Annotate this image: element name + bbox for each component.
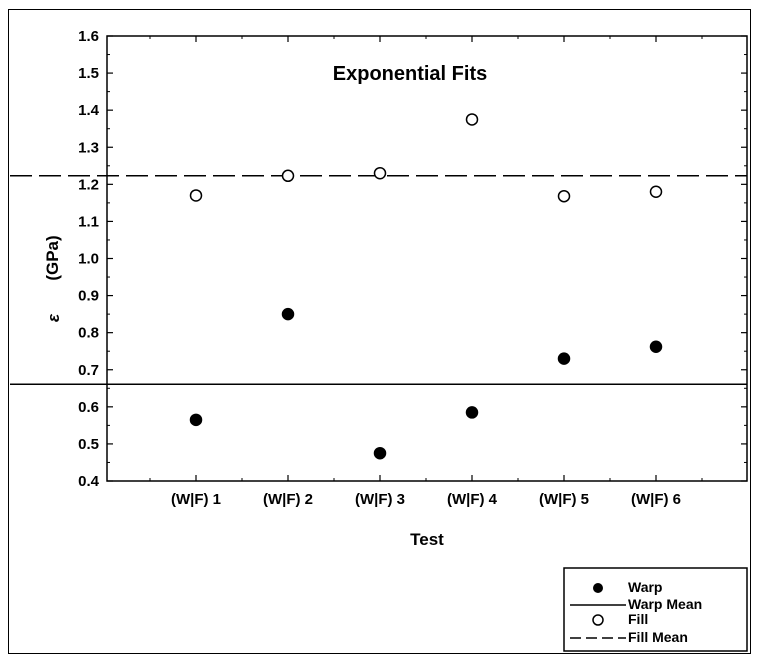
fill-point xyxy=(189,189,203,202)
y-tick-label: 1.4 xyxy=(78,102,100,119)
plot-area xyxy=(106,35,748,482)
warp-point xyxy=(373,446,387,460)
x-tick-label: (W|F) 3 xyxy=(355,491,405,508)
y-tick-label: 1.2 xyxy=(78,176,99,193)
legend-label-fill: Fill xyxy=(628,611,648,627)
chart-title: Exponential Fits xyxy=(333,63,487,85)
y-axis-unit: (GPa) xyxy=(43,235,62,280)
legend-marker-warp xyxy=(593,583,603,593)
axis-ticks: 0.4 0.5 0.6 0.7 0.8 0.9 1.0 1.1 1.2 1.3 1.4 1.5 1.6 (… xyxy=(78,28,747,508)
fill-point xyxy=(281,169,295,183)
x-tick-label: (W|F) 4 xyxy=(447,491,498,508)
y-tick-label: 0.9 xyxy=(78,288,99,305)
legend-label-warp-mean: Warp Mean xyxy=(628,596,702,612)
warp-point xyxy=(649,340,663,354)
fill-point xyxy=(373,166,387,180)
y-tick-label: 0.5 xyxy=(78,436,99,453)
y-tick-label: 1.0 xyxy=(78,251,99,268)
y-tick-label: 1.6 xyxy=(78,28,99,45)
legend-label-fill-mean: Fill Mean xyxy=(628,629,688,645)
fill-point xyxy=(649,185,663,198)
x-tick-label: (W|F) 5 xyxy=(539,491,589,508)
legend-label-warp: Warp xyxy=(628,579,662,595)
figure-frame xyxy=(8,9,751,654)
legend: Warp Warp Mean Fill Fill Mean xyxy=(563,567,748,652)
data-points xyxy=(189,113,663,460)
warp-point xyxy=(557,352,571,365)
legend-marker-fill xyxy=(592,614,604,626)
warp-point xyxy=(465,406,479,419)
warp-point xyxy=(189,413,203,427)
x-tick-label: (W|F) 2 xyxy=(263,491,313,508)
y-tick-label: 0.6 xyxy=(78,399,99,416)
y-tick-label: 1.5 xyxy=(78,65,99,82)
x-tick-label: (W|F) 1 xyxy=(171,491,221,508)
y-axis-symbol: ε xyxy=(44,313,63,322)
x-tick-label: (W|F) 6 xyxy=(631,491,681,508)
y-tick-label: 0.4 xyxy=(78,473,100,490)
y-tick-label: 0.8 xyxy=(78,325,99,342)
warp-point xyxy=(281,307,295,321)
fill-point xyxy=(465,113,479,126)
reference-lines xyxy=(10,175,747,385)
fill-point xyxy=(557,189,571,203)
legend-box xyxy=(563,567,748,652)
y-tick-label: 1.1 xyxy=(78,213,99,230)
x-axis-title: Test xyxy=(410,530,444,549)
y-tick-label: 0.7 xyxy=(78,362,99,379)
y-tick-label: 1.3 xyxy=(78,139,99,156)
